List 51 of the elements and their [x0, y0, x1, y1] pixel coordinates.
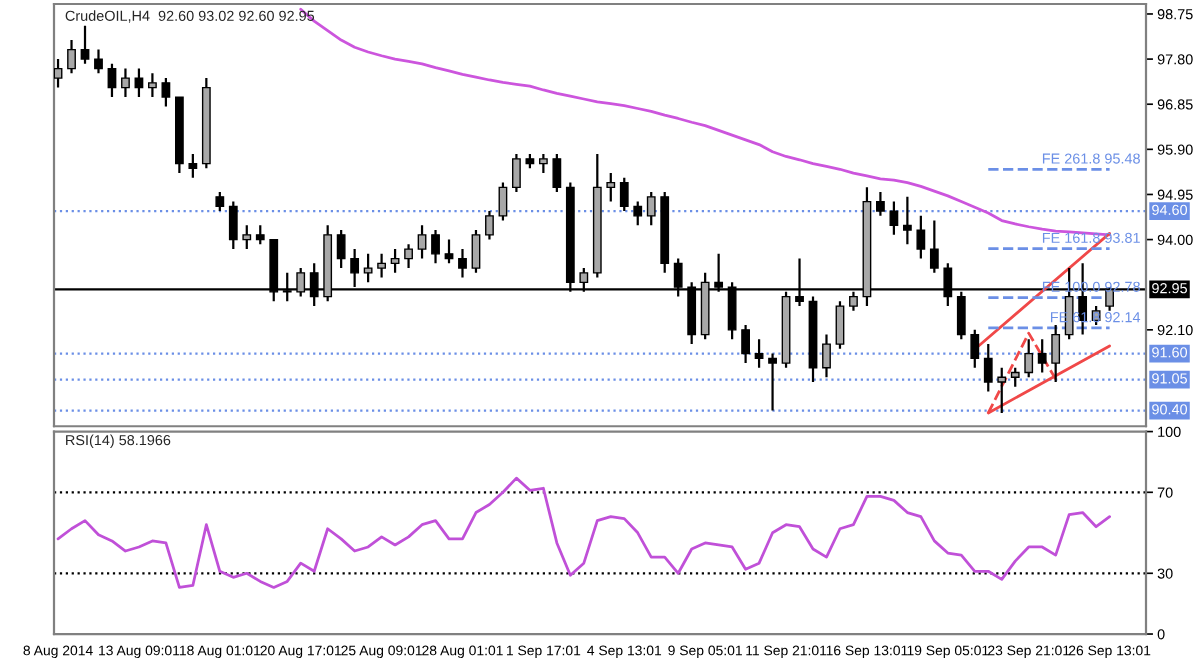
candlestick — [67, 38, 76, 75]
candlestick — [107, 62, 117, 99]
candlestick — [970, 328, 980, 369]
candlestick — [929, 219, 939, 274]
candlestick — [377, 252, 387, 279]
candlestick — [444, 238, 454, 265]
candlestick — [121, 67, 130, 99]
candlestick — [363, 252, 373, 284]
candlestick — [134, 67, 144, 99]
candlestick — [768, 352, 777, 412]
candlestick — [606, 171, 616, 203]
candlestick — [431, 228, 440, 265]
candlestick — [552, 152, 562, 194]
candlestick — [1051, 323, 1061, 384]
candlestick — [148, 72, 157, 99]
candlestick — [188, 152, 198, 179]
candlestick — [822, 333, 831, 379]
candlestick — [417, 224, 427, 260]
candlestick — [889, 200, 899, 236]
candlestick — [458, 247, 467, 279]
line-series — [56, 476, 1111, 589]
candlestick — [902, 195, 912, 246]
candlestick — [54, 57, 63, 89]
candlestick — [1024, 338, 1034, 379]
candlestick — [538, 152, 548, 175]
candlestick — [633, 200, 643, 227]
candlestick — [754, 338, 764, 369]
candlestick — [835, 300, 845, 350]
candlestick — [619, 176, 629, 213]
candlestick — [1010, 366, 1020, 388]
candlestick — [983, 342, 993, 393]
candlestick — [336, 228, 346, 270]
candlestick — [255, 224, 265, 246]
candlestick — [916, 214, 926, 260]
candlestick — [997, 366, 1007, 415]
candlestick — [485, 209, 494, 241]
candlestick — [94, 48, 103, 75]
candlestick — [228, 200, 238, 251]
candlestick — [646, 190, 656, 227]
candlestick — [242, 224, 252, 251]
candlestick — [161, 76, 171, 108]
candlestick — [1037, 338, 1047, 374]
candlestick — [498, 181, 508, 222]
candlestick — [512, 152, 521, 194]
candlestick — [404, 243, 413, 270]
candlestick — [80, 24, 90, 65]
candlestick — [876, 190, 885, 217]
candlestick — [471, 228, 481, 274]
candlestick — [390, 247, 400, 274]
candlestick — [215, 190, 225, 213]
candlestick — [741, 323, 751, 365]
